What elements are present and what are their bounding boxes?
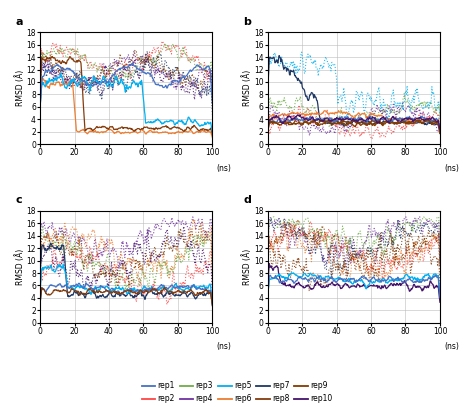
Text: b: b [244,17,251,26]
Text: (ns): (ns) [444,164,459,173]
Text: c: c [16,195,23,205]
Text: (ns): (ns) [217,164,231,173]
Y-axis label: RMSD (Å): RMSD (Å) [15,70,25,106]
Legend: rep1, rep2, rep3, rep4, rep5, rep6, rep7, rep8, rep9, rep10: rep1, rep2, rep3, rep4, rep5, rep6, rep7… [142,381,332,403]
Text: (ns): (ns) [217,342,231,351]
Y-axis label: RMSD (Å): RMSD (Å) [15,249,25,285]
Text: (ns): (ns) [444,342,459,351]
Y-axis label: RMSD (Å): RMSD (Å) [243,70,253,106]
Text: d: d [244,195,251,205]
Text: a: a [16,17,23,26]
Y-axis label: RMSD (Å): RMSD (Å) [243,249,253,285]
